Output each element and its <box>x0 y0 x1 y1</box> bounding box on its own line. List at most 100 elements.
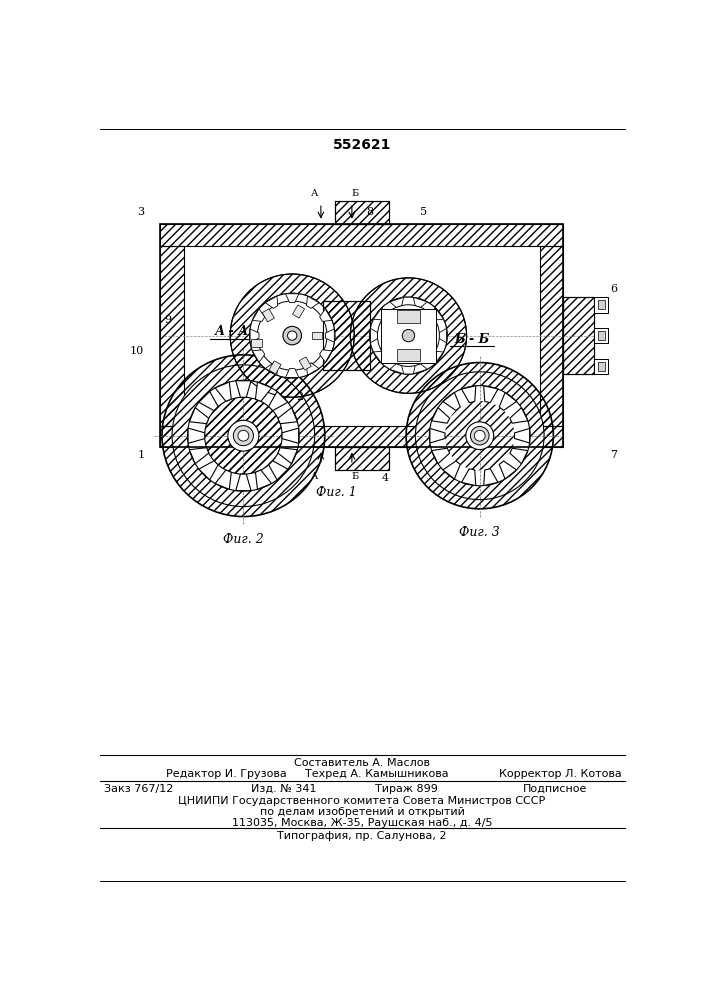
Bar <box>160 426 563 447</box>
Polygon shape <box>278 448 298 464</box>
Text: 3: 3 <box>138 207 145 217</box>
Polygon shape <box>390 297 404 307</box>
Polygon shape <box>462 469 476 486</box>
Circle shape <box>288 331 297 340</box>
Text: 2: 2 <box>296 392 303 402</box>
Polygon shape <box>278 408 298 424</box>
Polygon shape <box>265 363 278 375</box>
Text: 7: 7 <box>610 450 617 460</box>
Polygon shape <box>414 297 427 307</box>
Text: А: А <box>311 189 318 198</box>
Bar <box>595 359 609 374</box>
Polygon shape <box>255 382 271 401</box>
Text: 4: 4 <box>382 473 389 483</box>
Text: Фиг. 2: Фиг. 2 <box>223 533 264 546</box>
Text: Подписное: Подписное <box>522 784 587 794</box>
Text: Тираж 899: Тираж 899 <box>375 784 438 794</box>
Polygon shape <box>373 308 385 320</box>
Polygon shape <box>250 329 259 342</box>
Bar <box>595 297 609 312</box>
Circle shape <box>283 326 301 345</box>
Bar <box>160 224 563 447</box>
Text: Фиг. 1: Фиг. 1 <box>316 486 357 499</box>
Polygon shape <box>510 448 528 464</box>
Polygon shape <box>430 428 445 443</box>
Bar <box>563 297 595 374</box>
Polygon shape <box>320 309 332 321</box>
Polygon shape <box>307 363 319 375</box>
Polygon shape <box>499 461 517 479</box>
Polygon shape <box>189 408 209 424</box>
Bar <box>335 447 389 470</box>
Polygon shape <box>269 461 288 480</box>
Text: Типография, пр. Салунова, 2: Типография, пр. Салунова, 2 <box>277 831 447 841</box>
Text: 8: 8 <box>366 207 373 217</box>
Bar <box>598 300 604 309</box>
Polygon shape <box>252 350 264 362</box>
Text: 10: 10 <box>130 346 144 356</box>
Circle shape <box>228 420 259 451</box>
Polygon shape <box>414 364 427 374</box>
Bar <box>251 339 262 347</box>
Bar <box>335 201 389 224</box>
Bar <box>160 224 563 246</box>
Polygon shape <box>235 381 251 397</box>
Polygon shape <box>370 328 378 343</box>
Polygon shape <box>269 391 288 411</box>
Polygon shape <box>252 309 264 321</box>
Polygon shape <box>282 428 298 443</box>
Bar <box>323 301 370 370</box>
Circle shape <box>474 430 485 441</box>
Polygon shape <box>215 470 231 489</box>
Circle shape <box>172 365 315 507</box>
Bar <box>312 332 322 339</box>
Circle shape <box>402 329 414 342</box>
Polygon shape <box>484 386 498 403</box>
Text: А - А: А - А <box>215 325 249 338</box>
Circle shape <box>406 363 554 509</box>
Bar <box>262 309 274 322</box>
Text: 1: 1 <box>138 450 145 460</box>
Polygon shape <box>325 329 334 342</box>
Circle shape <box>378 305 440 366</box>
Polygon shape <box>443 461 460 479</box>
Polygon shape <box>188 428 205 443</box>
Polygon shape <box>307 296 319 308</box>
Polygon shape <box>373 351 385 364</box>
Text: 552621: 552621 <box>333 138 391 152</box>
Polygon shape <box>255 470 271 489</box>
Text: 9: 9 <box>165 315 172 325</box>
Polygon shape <box>443 392 460 410</box>
Text: Редактор И. Грузова: Редактор И. Грузова <box>166 769 286 779</box>
Bar <box>323 301 370 370</box>
Text: Б: Б <box>351 189 358 198</box>
Polygon shape <box>499 392 517 410</box>
Text: по делам изобретений и открытий: по делам изобретений и открытий <box>259 807 464 817</box>
Polygon shape <box>484 469 498 486</box>
Polygon shape <box>439 328 447 343</box>
Bar <box>381 309 436 363</box>
Bar <box>563 297 595 374</box>
Polygon shape <box>462 386 476 403</box>
Bar <box>595 328 609 343</box>
Text: 113035, Москва, Ж-35, Раушская наб., д. 4/5: 113035, Москва, Ж-35, Раушская наб., д. … <box>232 818 492 828</box>
Bar <box>598 331 604 340</box>
Circle shape <box>429 386 530 486</box>
Polygon shape <box>199 461 218 480</box>
Text: ЦНИИПИ Государственного комитета Совета Министров СССР: ЦНИИПИ Государственного комитета Совета … <box>178 796 546 806</box>
Bar <box>397 310 420 323</box>
Text: Корректор Л. Котова: Корректор Л. Котова <box>499 769 622 779</box>
Polygon shape <box>215 382 231 401</box>
Bar <box>160 246 184 426</box>
Polygon shape <box>432 351 443 364</box>
Text: Изд. № 341: Изд. № 341 <box>251 784 317 794</box>
Polygon shape <box>286 369 299 377</box>
Polygon shape <box>432 308 443 320</box>
Circle shape <box>238 430 249 441</box>
Polygon shape <box>235 474 251 491</box>
Circle shape <box>204 397 282 474</box>
Text: Б - Б: Б - Б <box>455 333 490 346</box>
Bar <box>540 246 563 426</box>
Bar <box>598 362 604 371</box>
Bar <box>299 357 311 370</box>
